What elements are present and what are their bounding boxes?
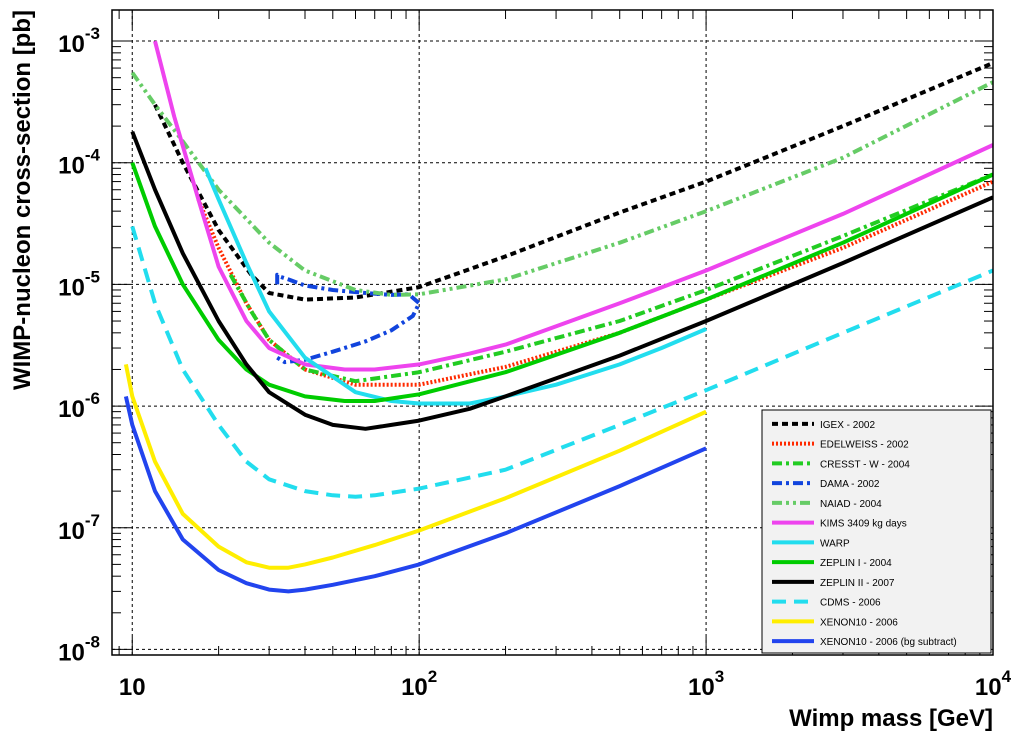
x-tick-label-2: 103 (688, 667, 724, 701)
legend-label-11: XENON10 - 2006 (bg subtract) (820, 637, 957, 648)
y-tick-label-1: 10-7 (58, 511, 100, 545)
legend-label-1: EDELWEISS - 2002 (820, 440, 909, 451)
x-tick-label-3: 104 (975, 667, 1012, 701)
grid (112, 10, 993, 655)
series-line-2 (228, 172, 993, 384)
y-tick-label-5: 10-3 (58, 24, 100, 58)
y-tick-label-0: 10-8 (58, 632, 100, 666)
legend-label-7: ZEPLIN I - 2004 (820, 558, 892, 569)
legend-label-4: NAIAD - 2004 (820, 499, 882, 510)
series-group (123, 40, 993, 594)
series-line-6 (203, 167, 707, 406)
series-line-9 (130, 225, 993, 499)
x-tick-label-0: 10 (119, 674, 146, 701)
legend: IGEX - 2002 EDELWEISS - 2002 CRESST - W - … (761, 409, 992, 654)
series-line-4 (130, 71, 993, 297)
y-tick-label-4: 10-4 (58, 146, 100, 180)
legend-label-9: CDMS - 2006 (820, 598, 881, 609)
legend-label-8: ZEPLIN II - 2007 (820, 578, 895, 589)
plot-frame (111, 9, 994, 656)
x-tick-label-1: 102 (401, 667, 437, 701)
series-line-5 (153, 40, 993, 372)
legend-label-0: IGEX - 2002 (820, 420, 875, 431)
series-line-8 (130, 130, 993, 431)
x-axis-title: Wimp mass [GeV] (789, 705, 993, 732)
series-line-11 (123, 395, 707, 594)
legend-label-2: CRESST - W - 2004 (820, 459, 910, 470)
legend-label-5: KIMS 3409 kg days (820, 519, 907, 530)
y-axis-title: WIMP-nucleon cross-section [pb] (9, 10, 36, 390)
legend-label-3: DAMA - 2002 (820, 479, 880, 490)
legend-box (761, 409, 992, 654)
legend-label-10: XENON10 - 2006 (820, 617, 898, 628)
series-line-0 (153, 61, 993, 302)
y-tick-label-3: 10-5 (58, 267, 100, 301)
tick-labels: 10 102 103 104 10-8 10-7 10-6 10-5 10-4 10-3 (58, 24, 1011, 701)
y-tick-label-2: 10-6 (58, 389, 100, 423)
legend-label-6: WARP (820, 538, 850, 549)
series-line-10 (123, 364, 707, 570)
series-line-7 (130, 162, 993, 403)
